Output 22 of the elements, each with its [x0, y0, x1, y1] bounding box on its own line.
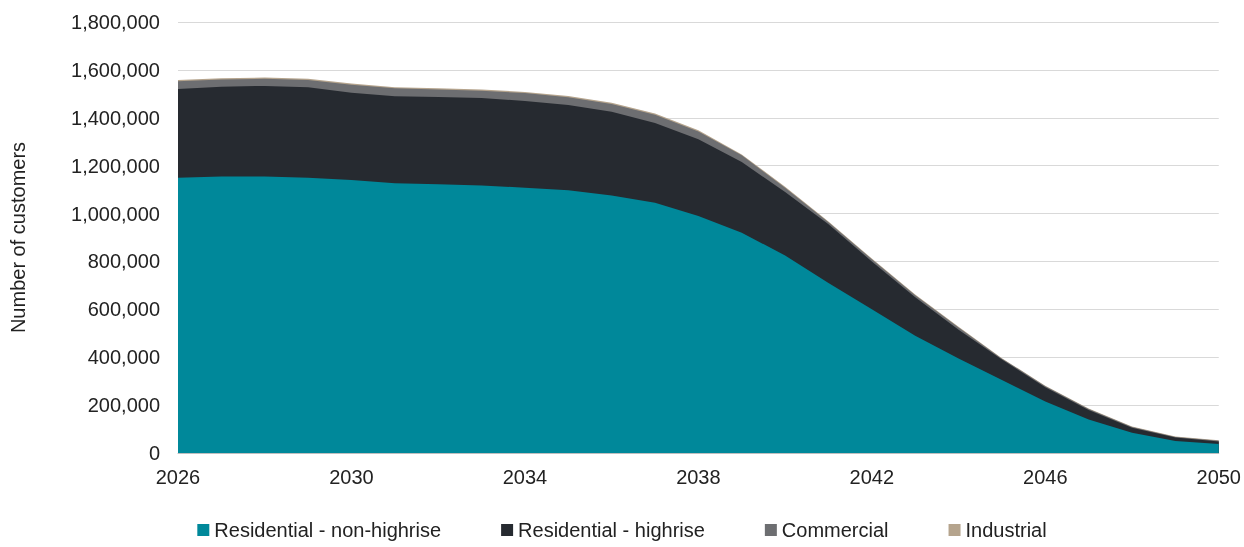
- y-tick-label: 200,000: [87, 394, 160, 417]
- x-tick-label: 2026: [155, 466, 201, 488]
- legend-label: Commercial: [781, 519, 889, 541]
- y-tick-label: 1,400,000: [71, 106, 160, 129]
- y-tick-label: 1,000,000: [71, 202, 160, 225]
- y-tick-label: 1,800,000: [71, 11, 160, 33]
- x-tick-label: 2042: [849, 466, 895, 488]
- y-tick-label: 600,000: [87, 298, 160, 321]
- y-tick-label: 800,000: [87, 250, 160, 273]
- y-tick-label: 1,600,000: [71, 58, 160, 81]
- x-tick-label: 2038: [676, 466, 721, 488]
- x-tick-label: 2034: [502, 466, 548, 488]
- x-tick-label: 2030: [329, 466, 374, 488]
- y-tick-label: 400,000: [87, 346, 160, 369]
- legend-label: Industrial: [965, 519, 1047, 541]
- y-axis-title: Number of customers: [7, 141, 29, 334]
- y-tick-label: 1,200,000: [71, 154, 160, 177]
- x-tick-label: 2046: [1023, 466, 1068, 488]
- y-tick-label: 0: [148, 442, 160, 464]
- x-tick-label: 2050: [1196, 466, 1241, 488]
- legend-label: Residential - non-highrise: [214, 519, 442, 541]
- legend-label: Residential - highrise: [518, 519, 705, 541]
